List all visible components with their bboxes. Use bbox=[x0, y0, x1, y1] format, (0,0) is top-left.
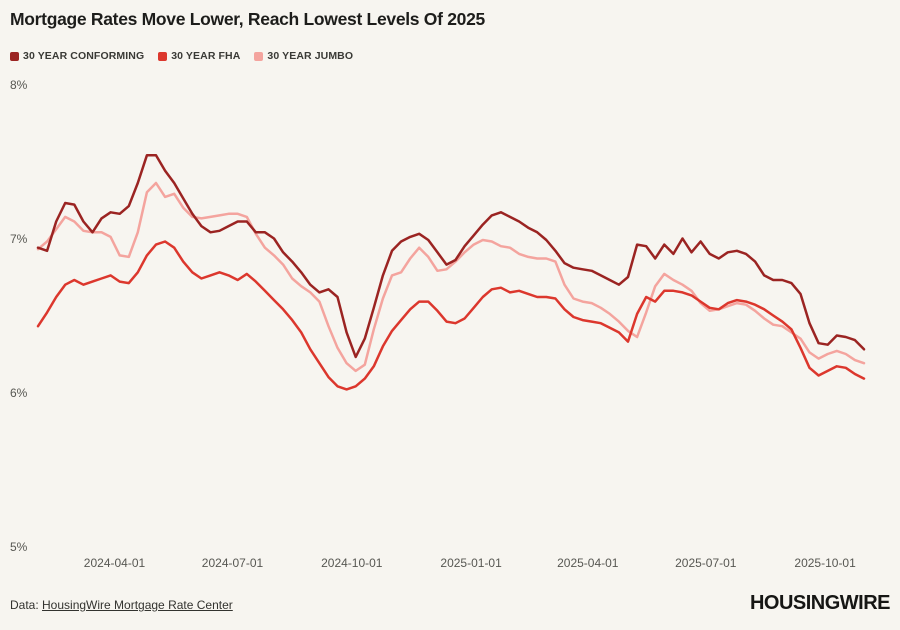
fha-swatch-icon bbox=[158, 51, 168, 61]
line-30-year-jumbo bbox=[36, 181, 866, 373]
data-source-note: Data: HousingWire Mortgage Rate Center bbox=[10, 598, 233, 612]
jumbo-swatch-icon bbox=[254, 51, 264, 61]
x-axis-label: 2025-10-01 bbox=[794, 556, 856, 570]
x-axis-label: 2025-07-01 bbox=[675, 556, 737, 570]
data-source-prefix: Data: bbox=[10, 598, 43, 612]
data-source-link[interactable]: HousingWire Mortgage Rate Center bbox=[42, 598, 233, 612]
chart-legend: 30 YEAR CONFORMING 30 YEAR FHA 30 YEAR J… bbox=[10, 50, 353, 62]
line-30-year-fha bbox=[36, 240, 866, 391]
x-axis-label: 2024-10-01 bbox=[321, 556, 383, 570]
legend-item-fha: 30 YEAR FHA bbox=[158, 50, 240, 62]
y-axis-label: 8% bbox=[10, 78, 28, 92]
legend-label-fha: 30 YEAR FHA bbox=[171, 50, 241, 62]
x-axis-label: 2025-04-01 bbox=[557, 556, 619, 570]
x-axis-label: 2024-07-01 bbox=[201, 556, 264, 570]
conforming-swatch-icon bbox=[10, 51, 19, 61]
y-axis-label: 6% bbox=[10, 386, 28, 400]
legend-label-conforming: 30 YEAR CONFORMING bbox=[23, 50, 145, 62]
legend-label-jumbo: 30 YEAR JUMBO bbox=[267, 50, 354, 62]
x-axis-label: 2024-04-01 bbox=[83, 556, 146, 570]
x-axis-label: 2025-01-01 bbox=[440, 556, 502, 570]
y-axis-label: 7% bbox=[10, 232, 28, 246]
line-30-year-conforming bbox=[36, 154, 866, 359]
legend-item-jumbo: 30 YEAR JUMBO bbox=[254, 50, 353, 62]
legend-item-conforming: 30 YEAR CONFORMING bbox=[10, 50, 144, 62]
housingwire-logo: HOUSINGWIRE bbox=[749, 592, 891, 614]
y-axis-label: 5% bbox=[10, 540, 28, 554]
chart-title: Mortgage Rates Move Lower, Reach Lowest … bbox=[10, 9, 485, 29]
